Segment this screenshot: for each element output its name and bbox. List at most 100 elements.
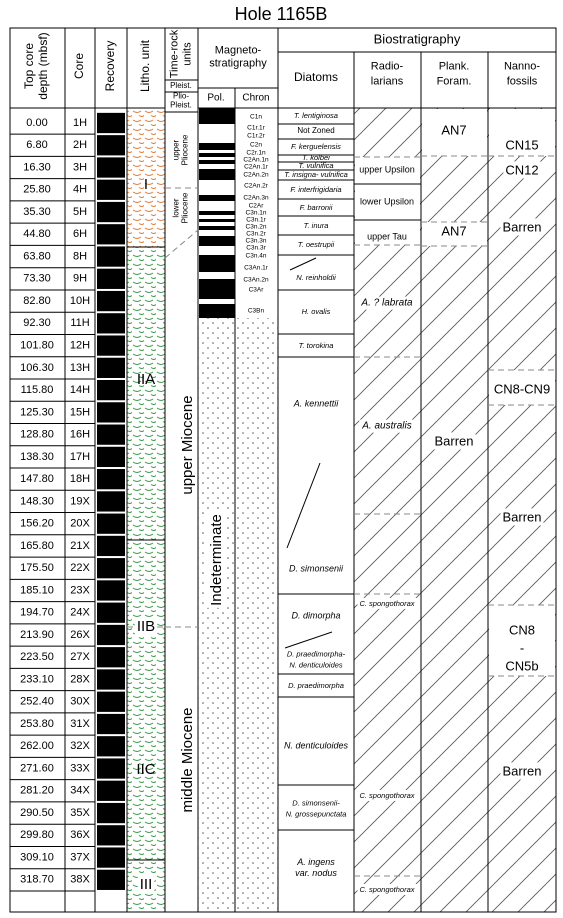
time-rock-unit: upper xyxy=(172,139,181,160)
diatom-zone: T. lentiginosa xyxy=(294,111,338,120)
core-label: 31X xyxy=(70,718,90,730)
foram-zone: AN7 xyxy=(441,122,466,137)
polarity-bar xyxy=(199,160,235,164)
litho-unit: III xyxy=(140,876,153,893)
recovery-bar xyxy=(97,112,125,134)
label-background xyxy=(357,195,417,208)
depth-label: 44.80 xyxy=(23,228,51,240)
recovery-bar xyxy=(97,201,125,223)
recovery-bar xyxy=(97,424,125,445)
chron-label: C2An.2n xyxy=(243,172,269,179)
polarity-bar xyxy=(199,255,235,272)
dashed-zone-lines xyxy=(354,155,556,877)
label-background xyxy=(503,136,541,154)
column-lines xyxy=(64,28,489,912)
depth-label: 318.70 xyxy=(20,874,54,886)
indeterminate-pattern xyxy=(235,318,278,912)
header: Magneto- xyxy=(215,44,262,56)
depth-label: 92.30 xyxy=(23,317,51,329)
labels: Hole 1165B Top core depth (mbsf) Core Recove… xyxy=(10,4,553,895)
diatom-zone: T. vulnifica xyxy=(298,161,333,170)
radiolarian-zone: upper Upsilon xyxy=(359,164,415,174)
radiolarian-zone: A. ? labrata xyxy=(360,298,413,309)
depth-label: 147.80 xyxy=(20,473,54,485)
recovery-bar xyxy=(97,580,125,601)
depth-label: 309.10 xyxy=(20,851,54,863)
recovery-bar xyxy=(97,558,125,579)
recovery-bar xyxy=(97,290,125,312)
title: Hole 1165B xyxy=(235,4,328,24)
chron-label: C3An.1r xyxy=(244,265,269,272)
diatom-zone: D. praedimorpha- xyxy=(287,649,346,658)
core-label: 24X xyxy=(70,607,90,619)
core-label: 13H xyxy=(70,362,90,374)
depth-label: 299.80 xyxy=(20,829,54,841)
diatom-zone: N. denticuloides xyxy=(289,660,343,669)
recovery-bar xyxy=(97,802,125,824)
depth-label: 281.20 xyxy=(20,785,54,797)
chron-label: C3An.2n xyxy=(243,277,269,284)
depth-label: 128.80 xyxy=(20,429,54,441)
depth-label: 213.90 xyxy=(20,629,54,641)
header: Plank. xyxy=(439,60,470,72)
recovery-bar xyxy=(97,157,125,178)
core-label: 10H xyxy=(70,295,90,307)
diatom-zone: T. kolbei xyxy=(302,153,330,162)
core-label: 20X xyxy=(70,518,90,530)
litho-unit: IIA xyxy=(137,371,155,388)
depth-label: 290.50 xyxy=(20,807,54,819)
recovery-bar xyxy=(97,379,125,401)
time-rock-unit: Plio- xyxy=(173,92,189,101)
core-label: 4H xyxy=(73,184,87,196)
chron-label: C3n.2r xyxy=(246,231,266,238)
polarity-bar xyxy=(199,169,235,180)
core-label: 23X xyxy=(70,584,90,596)
chron-label: C3n.3n xyxy=(246,238,267,245)
diatom-zone: H. ovalis xyxy=(302,307,331,316)
recovery-bar xyxy=(97,246,125,267)
polarity-bar xyxy=(199,108,235,124)
depth-label: 165.80 xyxy=(20,540,54,552)
header: larians xyxy=(371,75,404,87)
core-label: 18H xyxy=(70,473,90,485)
polarity-bar xyxy=(199,279,235,299)
recovery-bar xyxy=(97,691,125,712)
diatom-zone: T. insigna- vulnifica xyxy=(284,170,348,179)
diatom-zone: var. nodus xyxy=(295,868,337,878)
depth-label: 125.30 xyxy=(20,406,54,418)
depth-label: 262.00 xyxy=(20,740,54,752)
time-rock-unit: Pleist. xyxy=(170,101,192,110)
litho-pattern xyxy=(127,108,165,247)
depth-label: 16.30 xyxy=(23,161,51,173)
radiolarian-zone: C. spongothorax xyxy=(359,885,414,894)
chron-label: C2An.1r xyxy=(244,164,269,171)
core-label: 22X xyxy=(70,562,90,574)
chron-label: C2n xyxy=(250,142,262,149)
header: Top core xyxy=(22,43,36,89)
label-background xyxy=(137,874,155,894)
depth-label: 101.80 xyxy=(20,340,54,352)
header: Nanno- xyxy=(504,60,540,72)
chron-label: C1n xyxy=(250,114,262,121)
time-rock-unit: middle Miocene xyxy=(179,707,196,812)
diatom-zone: T. oestrupii xyxy=(298,240,335,249)
recovery-bar xyxy=(97,402,125,423)
recovery-bar xyxy=(97,357,125,378)
chron-label: C3n.1r xyxy=(246,217,266,224)
label-background xyxy=(357,789,417,801)
recovery-bar xyxy=(97,713,125,735)
nanno-zone: Barren xyxy=(502,219,541,234)
core-label: 21X xyxy=(70,540,90,552)
diatom-zone: D. praedimorpha xyxy=(288,681,344,690)
diatom-zone: A. ingens xyxy=(296,857,335,867)
nanno-zone: CN8 xyxy=(509,622,535,637)
header: Recovery xyxy=(103,41,117,92)
diatom-zone: A. kennettii xyxy=(293,398,340,408)
time-rock-unit: upper Miocene xyxy=(179,395,196,494)
header: Foram. xyxy=(437,75,472,87)
header: Diatoms xyxy=(294,70,338,84)
core-label: 11H xyxy=(70,317,89,329)
diatom-zone: D. simonsenii- xyxy=(292,798,340,807)
depth-label: 185.10 xyxy=(20,584,54,596)
litho-pattern xyxy=(127,247,165,912)
